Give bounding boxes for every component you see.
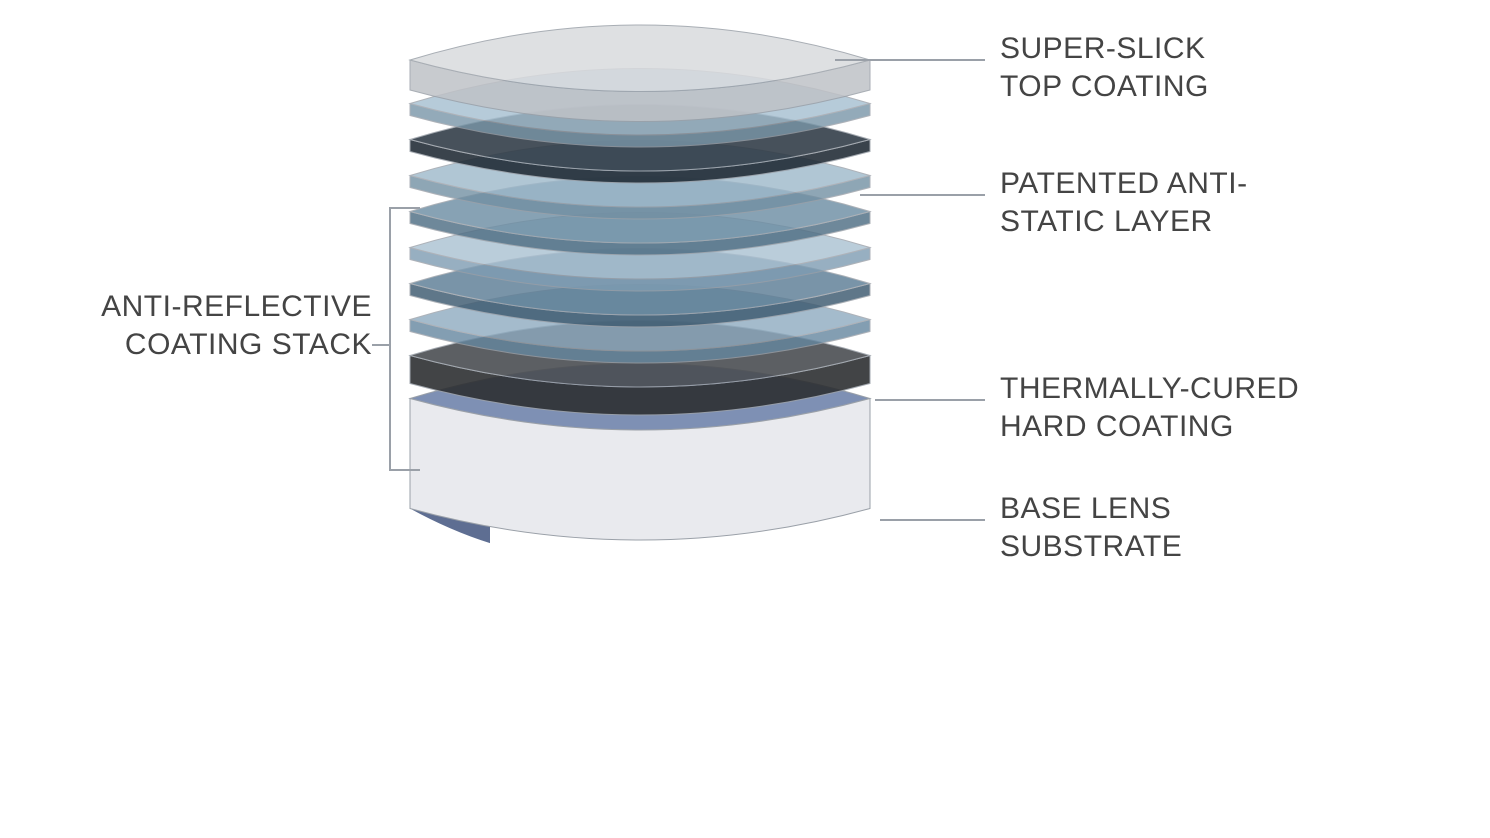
label-top-coating: SUPER-SLICK TOP COATING <box>1000 30 1209 105</box>
label-hardcoat-line1: THERMALLY-CURED <box>1000 372 1299 405</box>
label-top-coating-line2: TOP COATING <box>1000 70 1209 103</box>
label-substrate: BASE LENS SUBSTRATE <box>1000 490 1182 565</box>
label-ar-stack: ANTI-REFLECTIVE COATING STACK <box>72 288 372 363</box>
label-antistatic-line2: STATIC LAYER <box>1000 205 1213 238</box>
label-antistatic: PATENTED ANTI- STATIC LAYER <box>1000 165 1248 240</box>
label-top-coating-line1: SUPER-SLICK <box>1000 32 1206 65</box>
label-hardcoat: THERMALLY-CURED HARD COATING <box>1000 370 1299 445</box>
label-ar-stack-line2: COATING STACK <box>125 328 372 361</box>
label-substrate-line1: BASE LENS <box>1000 492 1171 525</box>
label-ar-stack-line1: ANTI-REFLECTIVE <box>101 290 372 323</box>
label-antistatic-line1: PATENTED ANTI- <box>1000 167 1248 200</box>
label-hardcoat-line2: HARD COATING <box>1000 410 1234 443</box>
label-substrate-line2: SUBSTRATE <box>1000 530 1182 563</box>
